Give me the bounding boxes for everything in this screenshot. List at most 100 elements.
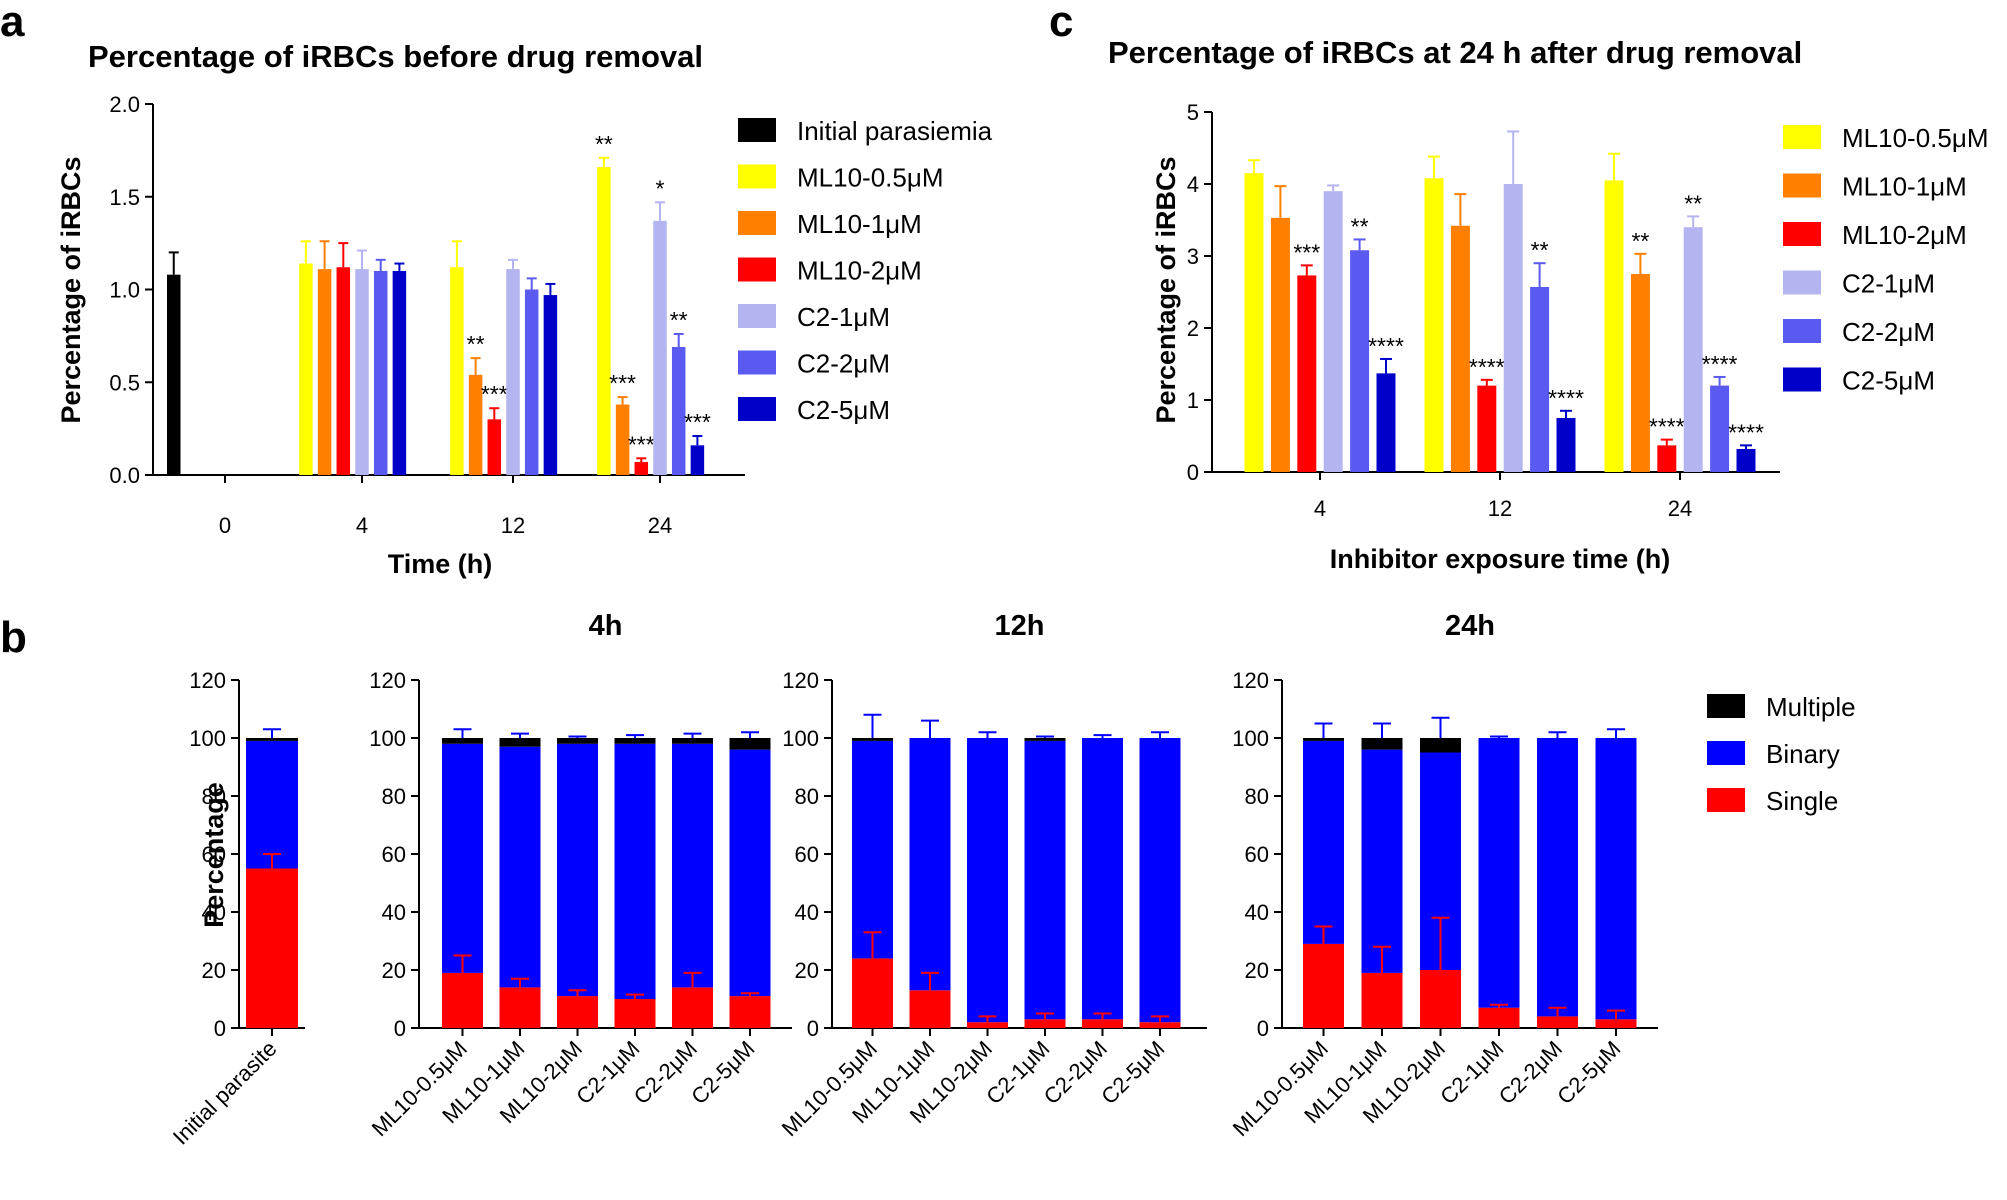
- panel-c-bar-ml10-1um-4: [1270, 217, 1290, 472]
- panel-b-bar-binary-ml10-0-5um: [1303, 740, 1344, 944]
- panel-b-legend-swatch-multiple: [1707, 694, 1745, 718]
- panel-a-bar-initial-parasiemia-0: [167, 274, 181, 475]
- panel-a-legend-label: ML10-2μM: [797, 256, 922, 286]
- panel-b-x-tick-label: C2-2μM: [1494, 1036, 1567, 1109]
- panel-b-bar-binary-ml10-1um: [499, 746, 541, 988]
- panel-letter-a: a: [0, 0, 25, 46]
- panel-b-bar-single-ml10-2um: [557, 996, 598, 1028]
- panel-a-bar-ml10-2um-12: [487, 419, 502, 475]
- panel-b-bar-single-ml10-2um: [967, 1022, 1008, 1028]
- panel-b-12h-y-tick-label: 40: [795, 900, 819, 925]
- panel-c-y-tick-label: 2: [1187, 316, 1199, 341]
- panel-c-significance-label: ****: [1649, 414, 1685, 440]
- panel-c-significance-label: ****: [1548, 385, 1584, 411]
- panel-b-subplot-4h: 0204060801001204hML10-0.5μMML10-1μMML10-…: [367, 610, 792, 1141]
- panel-b-bar-single-ml10-1um: [1361, 972, 1403, 1028]
- panel-b-legend-swatch-binary: [1707, 741, 1745, 765]
- panel-b-24h-y-tick-label: 40: [1245, 900, 1269, 925]
- panel-c-title: Percentage of iRBCs at 24 h after drug r…: [1108, 35, 1802, 70]
- panel-b-bar-single-c2-2um: [1537, 1016, 1578, 1028]
- panel-c-bar-c2-1um-12: [1503, 184, 1523, 472]
- panel-a-legend-swatch-ml10-1um: [738, 211, 776, 235]
- panel-c-bar-ml10-2um-24: [1657, 445, 1677, 472]
- panel-b-initial-y-tick-label: 100: [189, 726, 226, 751]
- panel-c-x-tick-label: 4: [1314, 496, 1326, 521]
- panel-a-legend-swatch-c2-2um: [738, 350, 776, 375]
- panel-b-4h-y-tick-label: 80: [382, 784, 406, 809]
- panel-b-bar-binary-ml10-0-5um: [442, 743, 483, 973]
- panel-b-subplot-title: 24h: [1445, 610, 1495, 642]
- panel-a-x-axis-label: Time (h): [388, 549, 493, 579]
- panel-a-bar-ml10-2um-4: [336, 267, 351, 475]
- panel-c-y-tick-label: 5: [1187, 100, 1199, 125]
- panel-c-significance-label: ****: [1368, 333, 1404, 359]
- panel-b-subplot-initial: 0 20 40 60 80 100 120 Initial parasite: [168, 668, 305, 1150]
- panel-b-bar-multiple-ml10-1um: [499, 738, 541, 747]
- panel-b-initial-y-tick-label: 0: [214, 1016, 226, 1041]
- panel-b-4h-y-tick-label: 0: [394, 1016, 406, 1041]
- panel-b-bar-binary-c2-5um: [1595, 738, 1637, 1020]
- panel-b-bar-binary-c2-2um: [1537, 738, 1578, 1017]
- panel-b-bar-multiple-c2-1um: [1024, 738, 1066, 741]
- panel-b-12h-y-tick-label: 80: [795, 784, 819, 809]
- panel-a-significance-label: **: [467, 331, 485, 357]
- panel-b-bar-multiple-ml10-2um: [557, 738, 598, 744]
- panel-a-significance-label: ***: [481, 381, 508, 407]
- panel-a-bar-ml10-0-5um-4: [299, 263, 313, 475]
- panel-c-bar-c2-1um-24: [1683, 227, 1703, 472]
- panel-c-significance-label: ****: [1702, 351, 1738, 377]
- panel-b-bar-multiple-ml10-1um: [1361, 738, 1403, 750]
- panel-c-significance-label: **: [1631, 228, 1649, 254]
- panel-c-significance-label: **: [1351, 213, 1369, 239]
- panel-b-bar-single-ml10-0-5um: [1303, 943, 1344, 1028]
- panel-c-legend-swatch-c2-2um: [1783, 319, 1821, 343]
- panel-a-bar-c2-2um-24: [671, 347, 686, 475]
- panel-c-significance-label: **: [1684, 190, 1702, 216]
- panel-b-bar-binary-c2-5um: [729, 749, 771, 997]
- panel-a-title: Percentage of iRBCs before drug removal: [88, 39, 703, 74]
- panel-c-bar-ml10-1um-12: [1450, 225, 1470, 472]
- panel-a-bar-c2-5um-12: [543, 295, 558, 475]
- panel-b-bar-single-c2-1um: [614, 999, 656, 1028]
- panel-c-bar-c2-5um-4: [1376, 373, 1396, 472]
- panel-c-bar-c2-5um-24: [1736, 448, 1756, 472]
- panel-a-legend-swatch-c2-5um: [738, 397, 776, 421]
- panel-b-bar-binary-c2-1um: [1478, 738, 1520, 1008]
- panel-a-legend-swatch-initial-parasiemia: [738, 118, 776, 142]
- panel-c-x-tick-label: 12: [1488, 496, 1512, 521]
- panel-c-bar-ml10-0-5um-24: [1604, 180, 1624, 472]
- panel-b-x-tick-label: C2-5μM: [1552, 1036, 1625, 1109]
- panel-b-4h-y-tick-label: 60: [382, 842, 406, 867]
- panel-a-y-tick-label: 2.0: [109, 92, 140, 117]
- panel-b-bar-binary-c2-2um: [672, 743, 713, 988]
- panel-c-significance-label: ****: [1469, 354, 1505, 380]
- panel-b-bar-multiple-c2-2um: [672, 738, 713, 744]
- panel-a-legend-label: C2-5μM: [797, 395, 890, 425]
- panel-b-12h-y-tick-label: 20: [795, 958, 819, 983]
- panel-b-legend-label: Binary: [1766, 739, 1840, 769]
- panel-a-x-tick-label: 0: [219, 513, 231, 538]
- panel-c-bar-ml10-0-5um-12: [1424, 178, 1444, 473]
- panel-b-x-tick-label: C2-5μM: [1096, 1036, 1169, 1109]
- panel-b-bar-multiple-ml10-2um: [1420, 738, 1461, 753]
- panel-b-x-tick-label: C2-2μM: [1039, 1036, 1112, 1109]
- panel-a-bar-ml10-0-5um-12: [450, 267, 464, 475]
- panel-a-bar-ml10-1um-4: [317, 269, 332, 475]
- panel-b-bar-binary-ml10-1um: [909, 738, 951, 991]
- panel-b-24h-y-tick-label: 20: [1245, 958, 1269, 983]
- panel-c-legend-label: ML10-2μM: [1842, 220, 1967, 250]
- panel-c-significance-label: ***: [1293, 239, 1320, 265]
- panel-a-legend-label: ML10-0.5μM: [797, 163, 943, 193]
- panel-a-bar-ml10-1um-24: [615, 404, 630, 475]
- panel-c-bar-c2-2um-24: [1710, 385, 1730, 472]
- panel-c-bar-c2-5um-12: [1556, 418, 1576, 472]
- panel-b-x-tick-label: C2-1μM: [981, 1036, 1054, 1109]
- panel-a-y-tick-label: 0.5: [109, 370, 140, 395]
- panel-a-legend-swatch-ml10-0-5um: [738, 164, 776, 189]
- panel-b-bar-binary-ml10-1um: [1361, 749, 1403, 973]
- panel-b-bar-binary-ml10-2um: [967, 738, 1008, 1023]
- panel-b-initial-y-tick-label: 40: [202, 900, 226, 925]
- panel-a-significance-label: ***: [628, 431, 655, 457]
